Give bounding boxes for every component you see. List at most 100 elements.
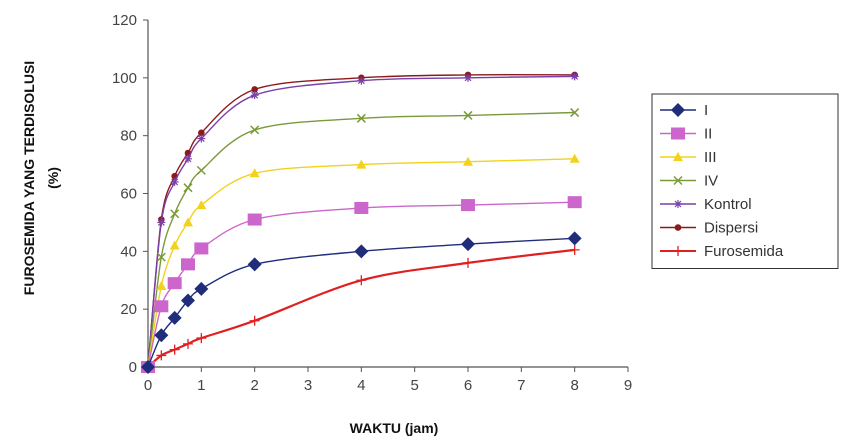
y-axis-title-line-2: (%): [45, 167, 61, 189]
y-tick-label: 40: [120, 243, 137, 260]
y-tick-label: 20: [120, 301, 137, 318]
x-tick-label: 6: [464, 377, 472, 394]
y-tick-label: 60: [120, 186, 137, 203]
data-point: [464, 73, 472, 82]
legend-item-ii: II: [660, 126, 712, 143]
data-point: [357, 76, 366, 85]
data-point: [196, 333, 207, 344]
data-point: [167, 277, 182, 290]
data-point: [198, 129, 205, 137]
legend-item-iv: IV: [660, 173, 718, 190]
legend-label: Kontrol: [704, 196, 752, 213]
data-point: [167, 310, 182, 325]
series-line: [147, 111, 575, 368]
data-point: [184, 154, 192, 163]
series-dispersi: [144, 71, 578, 371]
legend-marker: [674, 200, 682, 208]
data-point: [183, 183, 193, 193]
data-point: [249, 168, 260, 178]
data-point: [196, 165, 206, 175]
series-i: [141, 231, 582, 374]
data-point: [250, 125, 260, 135]
data-point: [154, 300, 169, 313]
series-ii: [141, 196, 582, 373]
legend-marker: [673, 246, 683, 256]
data-point: [156, 350, 167, 361]
data-point: [567, 196, 582, 209]
data-point: [183, 217, 193, 227]
data-point: [356, 113, 366, 123]
data-point: [356, 159, 367, 169]
legend-label: I: [704, 102, 708, 119]
series-kontrol: [144, 72, 579, 371]
legend-marker: [674, 224, 682, 231]
data-point: [156, 281, 167, 291]
y-tick-label: 80: [120, 128, 137, 145]
x-tick-label: 9: [624, 377, 632, 394]
legend-item-iii: III: [660, 149, 717, 166]
legend-item-furosemida: Furosemida: [660, 243, 784, 260]
data-point: [567, 231, 582, 246]
x-tick-label: 4: [357, 377, 365, 394]
data-point: [181, 258, 195, 271]
y-axis-title-line-1: FUROSEMIDA YANG TERDISOLUSI: [21, 61, 37, 295]
legend-label: Dispersi: [704, 220, 758, 237]
data-point: [170, 209, 180, 219]
data-point: [157, 218, 166, 227]
legend-label: Furosemida: [704, 243, 784, 260]
data-point: [197, 134, 206, 143]
series-line: [147, 201, 575, 368]
x-tick-label: 7: [517, 377, 525, 394]
legend-item-i: I: [660, 102, 708, 119]
data-point: [250, 91, 259, 100]
data-point: [183, 338, 193, 349]
legend-marker: [673, 175, 683, 186]
x-tick-label: 1: [197, 377, 205, 394]
legend-marker: [671, 103, 685, 117]
x-tick-label: 2: [250, 377, 258, 394]
data-point: [247, 257, 262, 272]
data-point: [156, 252, 166, 262]
data-point: [194, 242, 209, 255]
data-point: [196, 200, 207, 210]
data-point: [169, 240, 180, 250]
data-point: [463, 110, 473, 120]
legend-label: IV: [704, 173, 718, 190]
legend-label: II: [704, 126, 712, 143]
series-line: [147, 237, 575, 368]
data-point: [569, 244, 580, 255]
legend-marker: [673, 152, 683, 161]
data-point: [461, 237, 475, 252]
x-axis-title: WAKTU (jam): [350, 420, 439, 436]
data-point: [570, 72, 579, 81]
x-tick-label: 5: [410, 377, 418, 394]
y-axis-title: FUROSEMIDA YANG TERDISOLUSI (%): [21, 61, 61, 295]
data-point: [247, 213, 262, 226]
plot-area: 0 20 40 60 80 100 120 0 1 2 3 4 5 6 7 8 9: [112, 12, 632, 394]
legend-item-dispersi: Dispersi: [660, 220, 758, 237]
y-tick-label: 100: [112, 70, 137, 87]
data-point: [154, 328, 169, 343]
data-point: [141, 360, 155, 374]
data-point: [356, 275, 367, 286]
x-tick-label: 8: [570, 377, 578, 394]
series-line: [147, 75, 575, 368]
x-tick-label: 0: [144, 377, 152, 394]
series-furosemida: [143, 244, 580, 372]
data-point: [463, 257, 473, 268]
data-point: [251, 86, 258, 93]
y-tick-label: 120: [112, 12, 137, 29]
data-point: [461, 199, 475, 212]
legend-marker: [671, 127, 685, 140]
data-point: [354, 244, 369, 259]
series-line: [147, 248, 575, 368]
legend-item-kontrol: Kontrol: [660, 196, 752, 213]
data-point: [169, 344, 180, 355]
data-point: [249, 315, 260, 326]
series-iii: [143, 153, 580, 371]
series-line: [147, 158, 575, 368]
data-point: [181, 293, 195, 308]
data-point: [170, 177, 179, 186]
